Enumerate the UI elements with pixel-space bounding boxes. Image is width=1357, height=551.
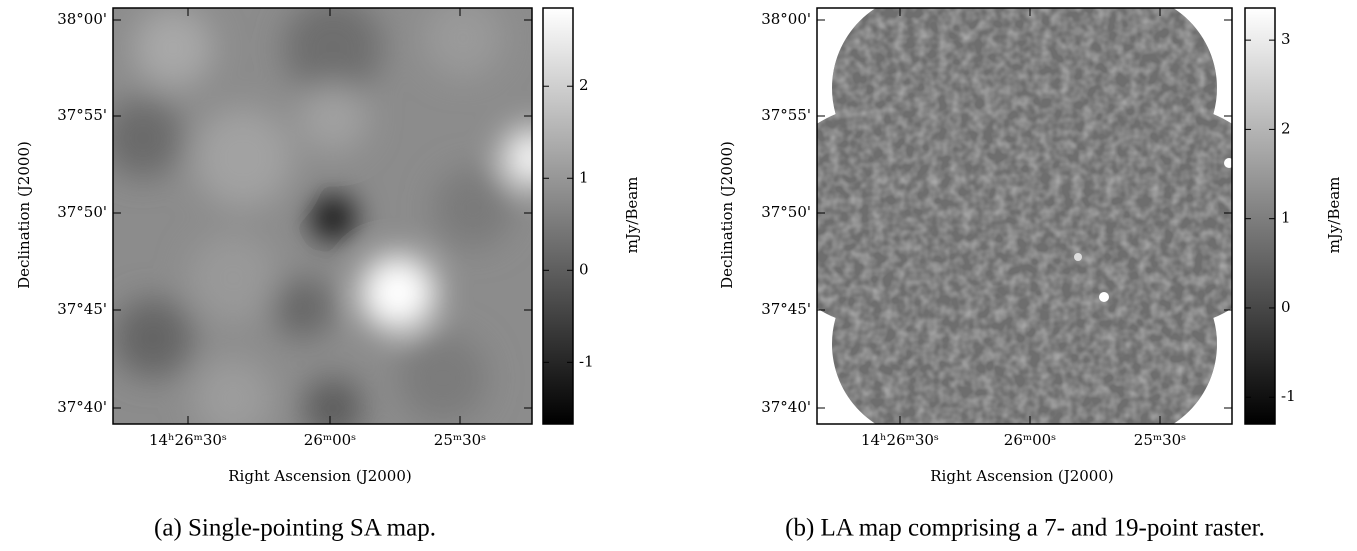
- ra-tick-label: 26ᵐ00ˢ: [1004, 431, 1056, 449]
- x-axis-label: Right Ascension (J2000): [228, 467, 411, 485]
- la-map: [817, 8, 1232, 424]
- caption: (b) LA map comprising a 7- and 19-point …: [785, 515, 1265, 542]
- dec-tick-label: 37°40': [57, 398, 107, 416]
- colorbar-tick-label: -1: [1281, 387, 1296, 405]
- frame: [816, 7, 1233, 425]
- dec-tick-label: 37°55': [57, 106, 107, 124]
- y-axis-label: Declination (J2000): [15, 141, 33, 289]
- dec-tick-label: 38°00': [761, 10, 811, 28]
- ra-tick-label: 26ᵐ00ˢ: [304, 431, 356, 449]
- ra-tick-label: 25ᵐ30ˢ: [434, 431, 486, 449]
- colorbar-label: mJy/Beam: [1325, 177, 1343, 254]
- colorbar: [542, 7, 574, 425]
- ra-tick-label: 14ʰ26ᵐ30ˢ: [149, 431, 227, 449]
- dec-tick-label: 37°40': [761, 398, 811, 416]
- dec-tick-label: 37°55': [761, 106, 811, 124]
- y-axis-label: Declination (J2000): [718, 141, 736, 289]
- dec-tick-label: 38°00': [57, 10, 107, 28]
- colorbar-label: mJy/Beam: [623, 177, 641, 254]
- colorbar-tick-label: 2: [1281, 119, 1291, 137]
- colorbar-tick-label: 3: [1281, 30, 1291, 48]
- colorbar-tick-label: 1: [1281, 209, 1291, 227]
- colorbar: [1244, 7, 1276, 425]
- colorbar-tick-label: -1: [579, 352, 594, 370]
- caption: (a) Single-pointing SA map.: [154, 515, 436, 542]
- colorbar-tick-label: 2: [579, 76, 589, 94]
- sa-map: [113, 8, 532, 424]
- colorbar-tick-label: 0: [1281, 298, 1291, 316]
- colorbar-tick-label: 1: [579, 168, 589, 186]
- ra-tick-label: 25ᵐ30ˢ: [1134, 431, 1186, 449]
- dec-tick-label: 37°50': [761, 203, 811, 221]
- dec-tick-label: 37°50': [57, 203, 107, 221]
- frame: [112, 7, 533, 425]
- dec-tick-label: 37°45': [761, 300, 811, 318]
- ra-tick-label: 14ʰ26ᵐ30ˢ: [861, 431, 939, 449]
- dec-tick-label: 37°45': [57, 300, 107, 318]
- colorbar-tick-label: 0: [579, 260, 589, 278]
- x-axis-label: Right Ascension (J2000): [930, 467, 1113, 485]
